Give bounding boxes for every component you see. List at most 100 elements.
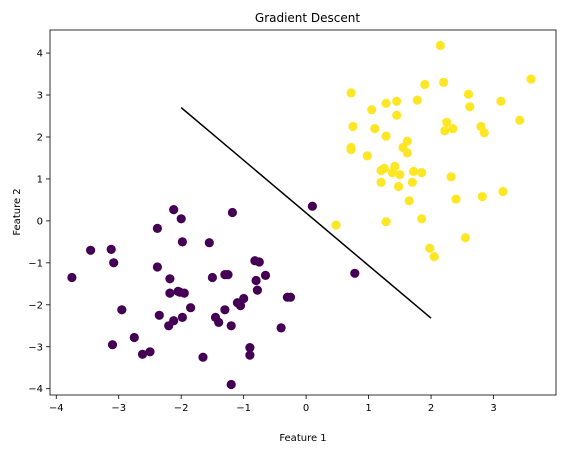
data-point-class-1 xyxy=(395,170,405,180)
y-tick-label: 3 xyxy=(37,91,43,102)
data-point-class-1 xyxy=(479,128,489,138)
y-tick-label: 2 xyxy=(37,132,43,143)
data-point-class-1 xyxy=(496,96,506,106)
data-point-class-1 xyxy=(404,196,414,206)
y-tick-label: −3 xyxy=(28,342,43,353)
data-point-class-1 xyxy=(407,177,417,187)
data-point-class-1 xyxy=(379,163,389,173)
data-point-class-0 xyxy=(276,323,286,333)
axes: −4 −3 −2 −1 0 1 2 3 −4 −3 −2 −1 0 1 2 3 4 xyxy=(28,49,496,414)
y-tick-label: 0 xyxy=(37,216,43,227)
data-point-class-0 xyxy=(245,343,255,353)
data-point-class-1 xyxy=(409,166,419,176)
x-tick-label: 1 xyxy=(365,403,371,414)
data-point-class-0 xyxy=(177,237,187,247)
data-point-class-0 xyxy=(207,272,217,283)
data-point-class-1 xyxy=(465,102,475,112)
y-tick-label: −1 xyxy=(28,258,43,269)
data-point-class-1 xyxy=(477,192,487,202)
decision-boundary-line xyxy=(180,107,432,319)
data-point-class-1 xyxy=(440,126,450,136)
data-point-class-0 xyxy=(145,347,155,357)
data-point-class-0 xyxy=(245,350,255,360)
data-point-class-1 xyxy=(392,110,402,120)
data-point-class-1 xyxy=(362,151,372,161)
data-point-class-0 xyxy=(107,340,118,350)
data-point-class-1 xyxy=(439,77,449,87)
x-tick-label: −3 xyxy=(111,403,126,414)
data-point-class-0 xyxy=(169,316,179,326)
data-point-class-0 xyxy=(214,317,224,327)
data-point-class-1 xyxy=(412,95,422,105)
data-point-class-1 xyxy=(376,177,386,187)
data-point-class-0 xyxy=(254,257,264,267)
data-point-class-1 xyxy=(392,96,402,106)
data-point-class-1 xyxy=(425,243,435,253)
data-point-class-0 xyxy=(152,223,162,233)
data-point-class-1 xyxy=(381,98,391,108)
y-tick-label: −2 xyxy=(28,300,43,311)
data-point-class-0 xyxy=(137,349,148,359)
y-axis-label: Feature 2 xyxy=(12,188,23,235)
data-point-class-0 xyxy=(235,301,246,311)
data-point-class-0 xyxy=(152,262,162,272)
data-point-class-1 xyxy=(515,115,525,125)
data-point-class-0 xyxy=(226,379,236,390)
y-tick-label: 1 xyxy=(37,174,43,185)
data-point-class-0 xyxy=(177,312,187,322)
data-point-class-0 xyxy=(252,285,262,295)
data-point-class-1 xyxy=(331,220,341,230)
data-point-class-0 xyxy=(260,270,271,280)
data-point-class-1 xyxy=(367,105,377,115)
x-tick-label: −1 xyxy=(236,403,251,414)
data-point-class-0 xyxy=(307,201,317,211)
x-tick-label: 0 xyxy=(303,403,309,414)
data-point-class-0 xyxy=(220,305,230,315)
data-point-class-0 xyxy=(239,293,249,304)
x-tick-label: 2 xyxy=(428,403,434,414)
data-point-class-0 xyxy=(86,245,96,255)
data-point-class-0 xyxy=(186,303,196,313)
data-point-class-1 xyxy=(402,148,412,158)
data-point-class-0 xyxy=(165,274,175,284)
plot-frame xyxy=(49,29,557,396)
data-point-class-1 xyxy=(429,252,439,262)
data-point-class-1 xyxy=(370,124,380,134)
data-point-class-0 xyxy=(179,288,189,298)
data-point-class-0 xyxy=(285,292,296,302)
data-point-class-1 xyxy=(498,186,508,197)
data-point-class-1 xyxy=(435,40,445,51)
data-point-class-0 xyxy=(226,321,236,331)
x-tick-label: 3 xyxy=(490,403,496,414)
data-point-class-0 xyxy=(198,352,208,362)
x-tick-label: −2 xyxy=(174,403,189,414)
data-point-class-1 xyxy=(463,89,474,99)
data-point-class-0 xyxy=(169,205,179,215)
plot-area xyxy=(67,40,536,390)
data-point-class-0 xyxy=(204,238,214,248)
x-tick-label: −4 xyxy=(49,403,64,414)
data-point-class-0 xyxy=(251,275,261,286)
y-tick-label: 4 xyxy=(37,49,43,60)
data-point-class-1 xyxy=(381,217,391,227)
data-point-class-0 xyxy=(350,268,360,278)
data-point-class-0 xyxy=(106,244,116,254)
x-axis-label: Feature 1 xyxy=(279,433,326,444)
data-point-class-1 xyxy=(346,145,356,155)
data-point-class-0 xyxy=(117,305,127,315)
data-point-class-1 xyxy=(346,88,356,98)
data-point-class-1 xyxy=(417,214,427,224)
data-point-class-0 xyxy=(176,214,186,224)
data-point-class-1 xyxy=(402,136,412,146)
data-point-class-1 xyxy=(451,194,461,204)
data-point-class-1 xyxy=(526,74,536,84)
data-point-class-0 xyxy=(154,310,164,320)
data-point-class-1 xyxy=(442,117,452,127)
data-point-class-1 xyxy=(448,124,458,134)
data-point-class-0 xyxy=(67,272,77,283)
data-point-class-1 xyxy=(417,168,427,178)
data-point-class-0 xyxy=(129,332,139,343)
data-point-class-1 xyxy=(394,181,404,192)
